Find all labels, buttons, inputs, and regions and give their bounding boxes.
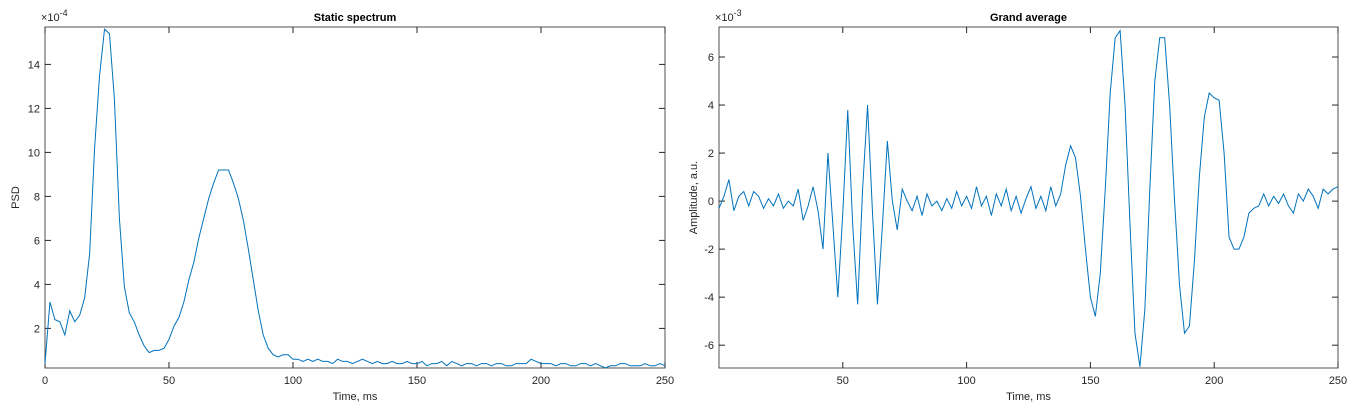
data-line [44,28,666,369]
x-axis-label: Time, ms [1006,391,1051,403]
y-tick-label: 2 [708,148,714,160]
plot-area [718,26,1339,369]
x-tick-label: 150 [1081,375,1099,387]
x-tick-label: 200 [532,375,550,387]
y-multiplier: ×10-4 [41,8,68,24]
y-tick-label: 6 [708,52,714,64]
x-axis-label: Time, ms [333,391,378,403]
data-line [718,29,1339,367]
x-tick-label: 250 [656,375,674,387]
y-tick-label: 10 [28,147,40,159]
y-tick-label: 4 [708,100,714,112]
y-axis-label: Amplitude, a.u. [688,161,700,234]
y-tick-label: -4 [704,292,714,304]
y-tick-label: 14 [28,59,40,71]
y-tick-label: 0 [708,196,714,208]
x-tick-label: 200 [1205,375,1223,387]
y-tick-label: 12 [28,103,40,115]
y-tick-label: -6 [704,340,714,352]
y-multiplier: ×10-3 [715,8,742,24]
y-tick-label: 8 [34,191,40,203]
plot-area [44,26,666,369]
x-tick-label: 50 [163,375,175,387]
multiplier-base: ×10 [715,12,734,24]
y-tick-label: 2 [34,323,40,335]
multiplier-base: ×10 [41,12,60,24]
y-tick-label: 4 [34,279,40,291]
y-tick-label: -2 [704,244,714,256]
chart-title: Grand average [990,12,1067,24]
x-tick-label: 250 [1329,375,1347,387]
y-axis-label: PSD [10,186,22,209]
x-tick-label: 0 [42,375,48,387]
chart-title: Static spectrum [314,12,397,24]
x-tick-label: 100 [284,375,302,387]
x-tick-label: 100 [957,375,975,387]
multiplier-exponent: -3 [734,8,742,18]
x-tick-label: 150 [408,375,426,387]
x-tick-label: 50 [837,375,849,387]
multiplier-exponent: -4 [60,8,68,18]
y-tick-label: 6 [34,235,40,247]
